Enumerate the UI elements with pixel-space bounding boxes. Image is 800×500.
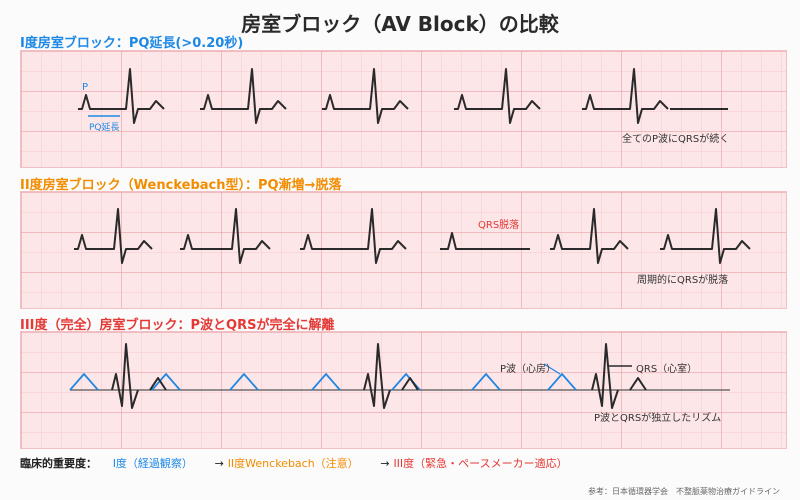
ecg-beat: [200, 68, 287, 124]
ecg-beat: [322, 68, 409, 124]
p-wave-label: P: [82, 82, 89, 93]
legend-label: 臨床的重要度：: [20, 457, 97, 470]
legend-arrow-1: →: [214, 457, 224, 470]
atrial-p-wave: [471, 373, 501, 391]
ecg-dropped-beat: [440, 232, 530, 250]
section-third-title: III度（完全）房室ブロック：P波とQRSが完全に解離: [20, 318, 335, 333]
pq-prolongation-label: PQ延長: [89, 123, 120, 133]
ventricular-t-wave: [629, 377, 647, 391]
section-third-note: P波とQRSが独立したリズム: [594, 413, 722, 424]
qrs-dropped-label: QRS脱落: [478, 220, 520, 231]
ecg-strip-second-degree: [20, 191, 787, 309]
ventricular-t-wave: [401, 377, 419, 391]
section-second-title: II度房室ブロック（Wenckebach型）：PQ漸増→脱落: [20, 178, 342, 193]
ecg-beat: [454, 68, 541, 124]
ecg-beat: [180, 208, 271, 264]
ventricular-qrs: [111, 343, 139, 409]
legend-first-degree: I度（経過観察）: [112, 457, 193, 470]
legend-third-degree: III度（緊急・ペースメーカー適応）: [393, 457, 568, 470]
atrial-p-wave: [547, 373, 577, 391]
ecg-beat: [582, 68, 669, 124]
section-second-note: 周期的にQRSが脱落: [637, 275, 729, 286]
ventricular-t-wave: [149, 377, 167, 391]
atrial-p-wave: [229, 373, 259, 391]
ecg-beat: [74, 208, 153, 264]
section-first-title: I度房室ブロック：PQ延長(>0.20秒): [20, 36, 244, 51]
ventricular-qrs: [363, 343, 391, 409]
section-first-note: 全てのP波にQRSが続く: [622, 134, 730, 145]
ecg-beat: [300, 208, 407, 264]
reference-footer: 参考：日本循環器学会 不整脈薬物治療ガイドライン: [588, 487, 780, 496]
atrial-p-wave: [151, 373, 181, 391]
ecg-beat: [660, 208, 751, 264]
atrial-p-wave-label: P波（心房）: [500, 364, 557, 375]
ventricular-qrs-label: QRS（心室）: [636, 364, 698, 375]
ecg-beat: [550, 208, 629, 264]
atrial-p-wave: [311, 373, 341, 391]
ecg-trace-second-degree: [74, 208, 751, 264]
page-title: 房室ブロック（AV Block）の比較: [241, 12, 559, 36]
legend-second-degree: II度Wenckebach（注意）: [227, 457, 359, 470]
legend-arrow-2: →: [380, 457, 390, 470]
ecg-trace-first-degree: [78, 68, 728, 124]
ecg-beat: [78, 68, 165, 124]
clinical-importance-legend: 臨床的重要度： I度（経過観察） → II度Wenckebach（注意） → I…: [20, 455, 568, 471]
ecg-trace-third-degree: [69, 343, 730, 409]
p-wave-pointer: [543, 363, 561, 375]
atrial-p-wave: [69, 373, 99, 391]
ventricular-qrs: [591, 343, 619, 409]
